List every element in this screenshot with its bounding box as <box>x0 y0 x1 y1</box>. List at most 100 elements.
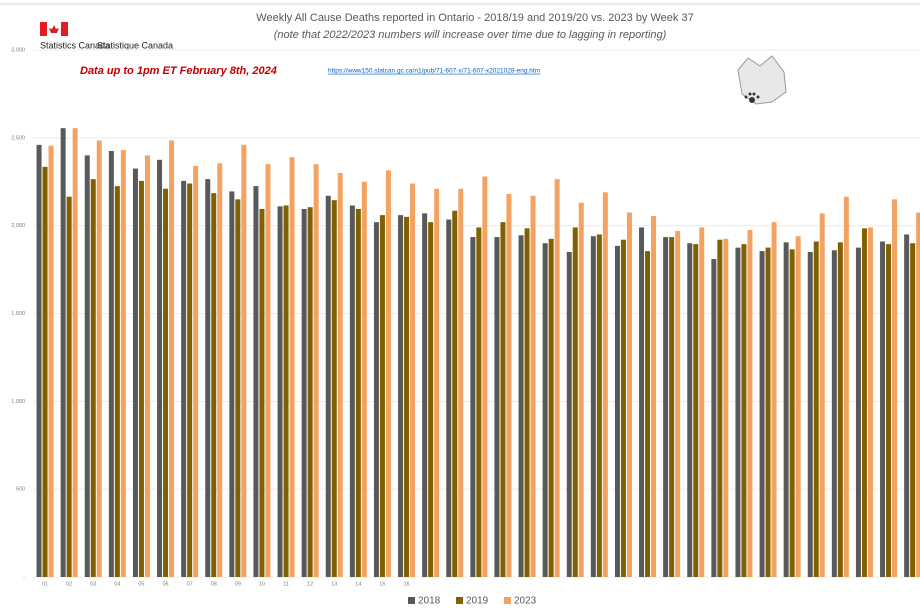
bar <box>277 206 283 578</box>
logo <box>40 22 68 36</box>
bar <box>259 208 265 577</box>
x-tick-label: 12 <box>307 581 313 587</box>
y-tick-label: 500 <box>16 487 25 493</box>
x-tick-label: 13 <box>331 581 337 587</box>
x-tick-label: 02 <box>66 581 72 587</box>
bar <box>892 199 898 578</box>
bar <box>910 243 916 577</box>
bar <box>506 194 512 577</box>
bar <box>771 222 777 578</box>
legend-label: 2018 <box>418 596 441 607</box>
bar <box>60 128 66 577</box>
bar <box>723 238 729 577</box>
bar <box>880 241 886 577</box>
bar <box>518 235 524 577</box>
bar <box>735 247 741 577</box>
bar <box>886 244 892 577</box>
wolf-icon <box>737 55 787 105</box>
x-tick-label: 03 <box>90 581 96 587</box>
bar <box>807 252 813 577</box>
x-tick-label: 10 <box>259 581 265 587</box>
bar <box>235 199 241 578</box>
bar <box>325 195 331 577</box>
y-tick-label: 3,000 <box>11 47 25 53</box>
bar <box>639 227 645 577</box>
x-tick-label: 16 <box>403 581 409 587</box>
x-tick-label: 09 <box>235 581 241 587</box>
bar <box>813 241 819 577</box>
bar <box>205 179 211 578</box>
bar <box>783 242 789 578</box>
y-tick-label: 1,500 <box>11 311 25 317</box>
x-tick-label: 06 <box>162 581 168 587</box>
bar <box>120 150 126 577</box>
bar <box>596 234 602 577</box>
bar <box>675 230 681 578</box>
chart-subtitle: (note that 2022/2023 numbers will increa… <box>274 29 667 41</box>
bar <box>843 196 849 577</box>
bar <box>861 228 867 577</box>
bar <box>524 228 530 577</box>
bar <box>620 239 626 577</box>
bar <box>916 212 920 577</box>
bar <box>687 243 693 577</box>
bar <box>831 250 837 577</box>
bar <box>470 237 476 577</box>
bar <box>132 168 138 577</box>
bar <box>138 180 144 577</box>
bar <box>36 144 42 578</box>
bar <box>84 155 90 577</box>
bar <box>157 159 163 577</box>
x-tick-label: 05 <box>138 581 144 587</box>
bar <box>548 238 554 577</box>
bar <box>669 237 675 577</box>
bar <box>307 207 313 577</box>
legend-swatch <box>408 597 415 604</box>
legend-swatch <box>504 597 511 604</box>
bar <box>289 157 295 577</box>
x-tick-label: 01 <box>42 581 48 587</box>
bar <box>361 181 367 577</box>
x-tick-label: 14 <box>355 581 361 587</box>
bar <box>855 247 861 577</box>
bar <box>566 252 572 577</box>
bar <box>337 172 343 577</box>
bar <box>96 140 102 578</box>
bar <box>765 247 771 577</box>
bar <box>663 237 669 577</box>
bar <box>241 144 247 578</box>
bar <box>108 151 114 577</box>
bar <box>410 183 416 578</box>
bar <box>614 245 620 577</box>
bar <box>385 170 391 577</box>
bar <box>66 196 72 577</box>
bar <box>699 227 705 577</box>
bar <box>229 191 235 577</box>
bar <box>693 244 699 577</box>
bar <box>169 140 175 578</box>
bar <box>711 259 717 577</box>
bar <box>717 239 723 577</box>
bar <box>578 202 584 577</box>
bar <box>482 176 488 578</box>
bar <box>265 164 271 577</box>
bar <box>476 227 482 577</box>
bar <box>313 164 319 577</box>
bar <box>144 155 150 577</box>
bar <box>72 128 78 577</box>
bar <box>398 215 404 578</box>
bar <box>458 188 464 577</box>
bar <box>163 188 169 577</box>
bar <box>114 186 120 577</box>
bar <box>211 193 217 577</box>
bar <box>434 188 440 577</box>
bar <box>301 208 307 577</box>
source-link[interactable]: https://www150.statcan.gc.ca/n1/pub/71-6… <box>328 68 540 75</box>
agency-fr: Statistique Canada <box>97 40 173 50</box>
bar <box>645 251 651 577</box>
bar <box>428 222 434 578</box>
agency-en: Statistics Canada <box>40 40 110 50</box>
bar <box>494 237 500 577</box>
bar <box>795 236 801 577</box>
